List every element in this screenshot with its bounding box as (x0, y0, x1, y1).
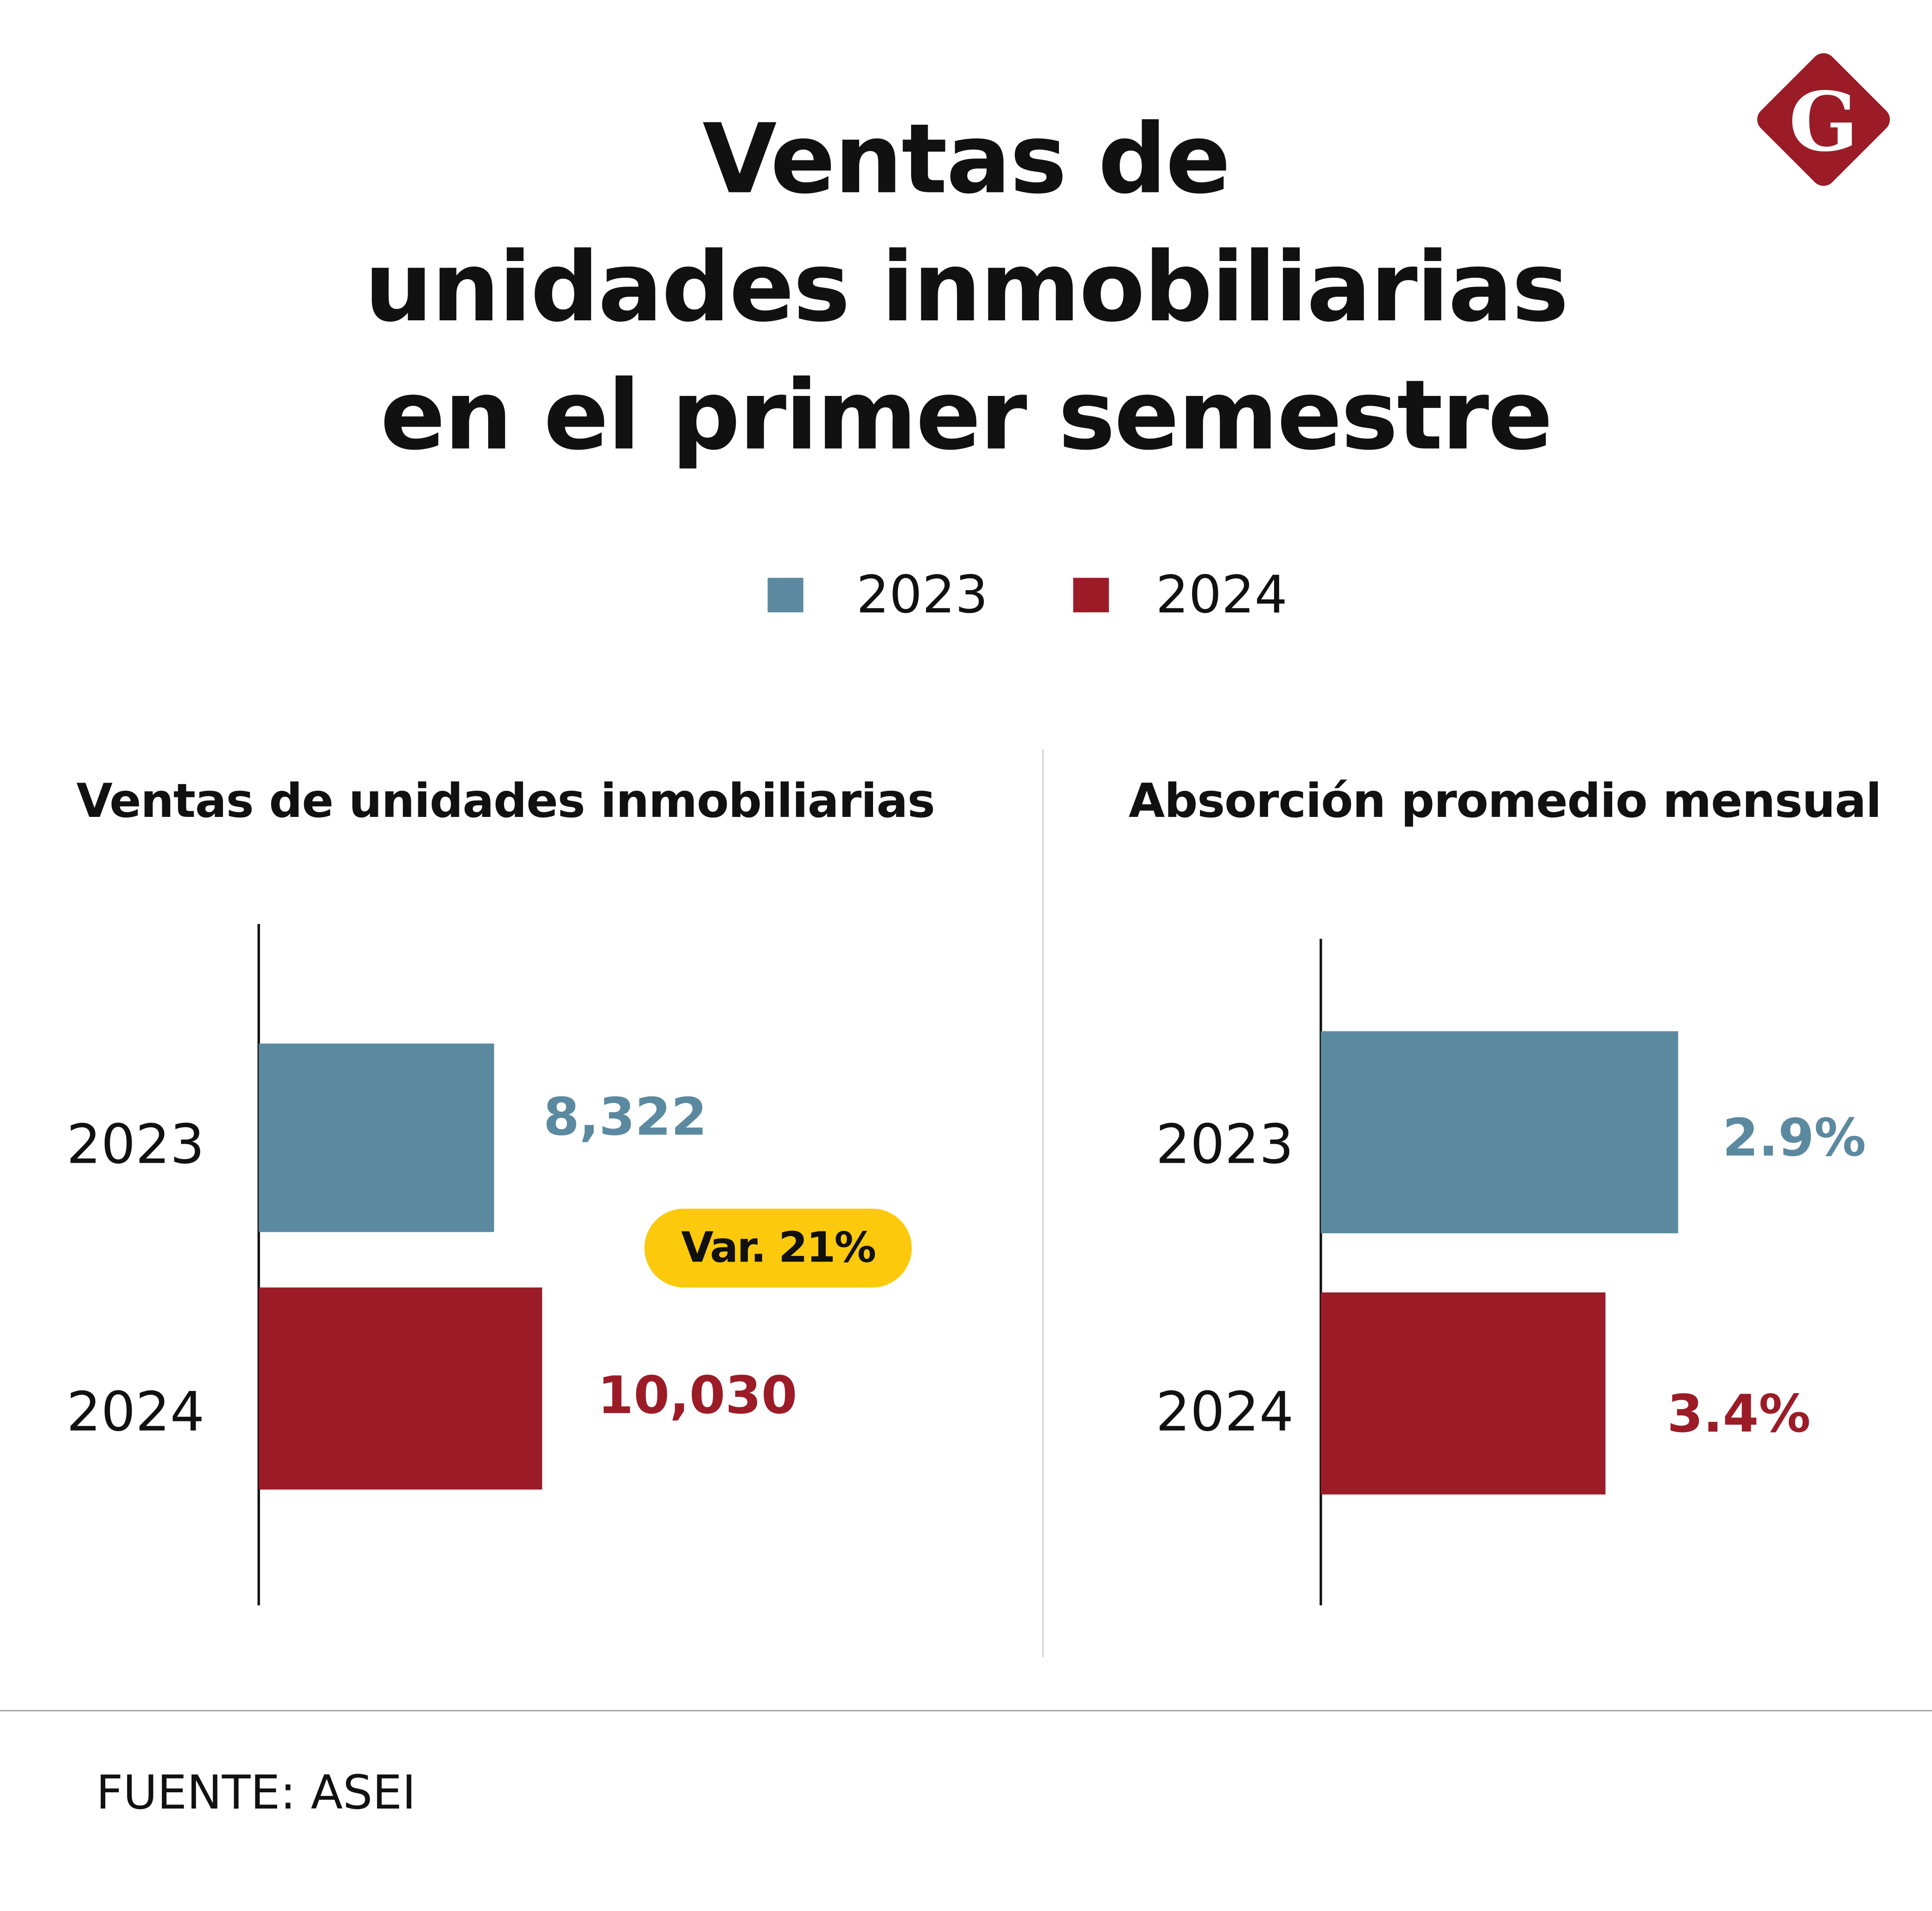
title-line: en el primer semestre (380, 361, 1553, 472)
svg-text:G: G (1789, 74, 1858, 170)
title-line: Ventas de (702, 104, 1231, 216)
title-line: unidades inmobiliarias (364, 233, 1569, 344)
category-label-2024: 2024 (1155, 1381, 1294, 1444)
bar-absorcion-2024 (1320, 1292, 1606, 1495)
bar-ventas-2024 (259, 1287, 542, 1490)
variation-badge: Var. 21% (644, 1209, 912, 1288)
y-axis-line (257, 924, 260, 1605)
page-title: Ventas de unidades inmobiliarias en el p… (0, 96, 1932, 480)
data-label-ventas-2023: 8,322 (543, 1086, 708, 1147)
source-note: FUENTE: ASEI (96, 1765, 416, 1820)
category-label-2023: 2023 (1155, 1114, 1294, 1177)
chart-title-ventas: Ventas de unidades inmobiliarias (76, 773, 935, 828)
legend-swatch-2023 (767, 578, 803, 612)
legend-label-2024: 2024 (1155, 564, 1288, 625)
legend-swatch-2024 (1073, 578, 1109, 612)
footer-divider (0, 1710, 1932, 1712)
category-label-2024: 2024 (66, 1381, 205, 1444)
data-label-absorcion-2023: 2.9% (1722, 1108, 1866, 1168)
legend-label-2023: 2023 (856, 564, 988, 625)
bar-ventas-2023 (259, 1043, 494, 1232)
data-label-ventas-2024: 10,030 (597, 1365, 797, 1426)
bar-absorcion-2023 (1320, 1031, 1678, 1234)
panel-divider (1042, 749, 1044, 1657)
chart-title-absorcion: Absorción promedio mensual (1129, 773, 1881, 828)
category-label-2023: 2023 (66, 1114, 205, 1177)
data-label-absorcion-2024: 3.4% (1667, 1383, 1811, 1444)
y-axis-line (1320, 939, 1322, 1605)
logo-icon: G (1757, 53, 1890, 186)
